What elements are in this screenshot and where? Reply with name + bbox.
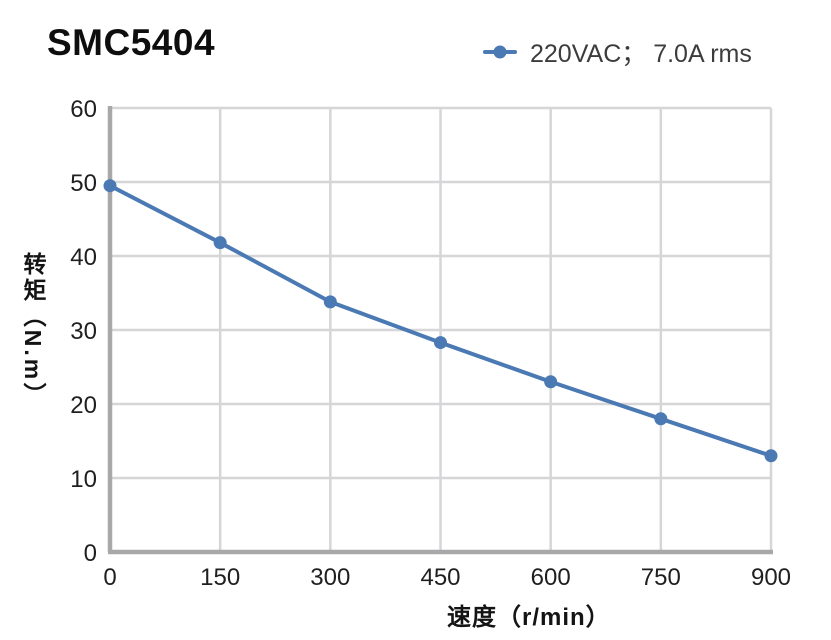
data-point <box>323 295 337 309</box>
page-title: SMC5404 <box>47 22 216 63</box>
x-tick-label: 750 <box>641 564 681 591</box>
data-point <box>654 412 668 426</box>
y-tick-label: 40 <box>70 244 97 271</box>
data-point <box>764 449 778 463</box>
data-point <box>213 236 227 250</box>
legend-line-marker-icon <box>483 45 517 59</box>
y-tick-label: 30 <box>70 318 97 345</box>
x-tick-label: 150 <box>200 564 240 591</box>
x-tick-label: 900 <box>751 564 791 591</box>
y-tick-label: 50 <box>70 170 97 197</box>
x-tick-label: 600 <box>531 564 571 591</box>
y-tick-label: 20 <box>70 392 97 419</box>
data-point <box>544 375 558 389</box>
data-point <box>434 336 447 350</box>
y-tick-label: 0 <box>84 540 97 567</box>
x-tick-label: 0 <box>103 564 116 591</box>
legend-label: 220VAC； 7.0A rms <box>530 40 752 68</box>
series-line-group <box>103 179 778 463</box>
legend: 220VAC； 7.0A rms <box>483 34 752 70</box>
y-tick-label: 10 <box>70 466 97 493</box>
grid-lines <box>108 106 773 554</box>
x-tick-label: 300 <box>310 564 350 591</box>
y-tick-label: 60 <box>70 96 97 123</box>
x-tick-label: 450 <box>420 564 460 591</box>
y-axis-title: 转矩（N.m） <box>20 251 46 409</box>
legend-dot <box>493 45 507 59</box>
x-axis-title: 速度（r/min） <box>447 604 611 631</box>
data-point <box>103 179 117 193</box>
